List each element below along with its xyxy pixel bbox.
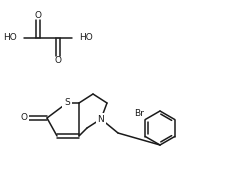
Text: HO: HO	[3, 34, 17, 43]
Text: HO: HO	[79, 34, 92, 43]
Text: N: N	[97, 115, 104, 124]
Text: O: O	[20, 113, 27, 122]
Text: Br: Br	[134, 108, 144, 117]
Text: S: S	[64, 98, 70, 107]
Text: O: O	[54, 57, 61, 66]
Text: O: O	[34, 11, 41, 20]
